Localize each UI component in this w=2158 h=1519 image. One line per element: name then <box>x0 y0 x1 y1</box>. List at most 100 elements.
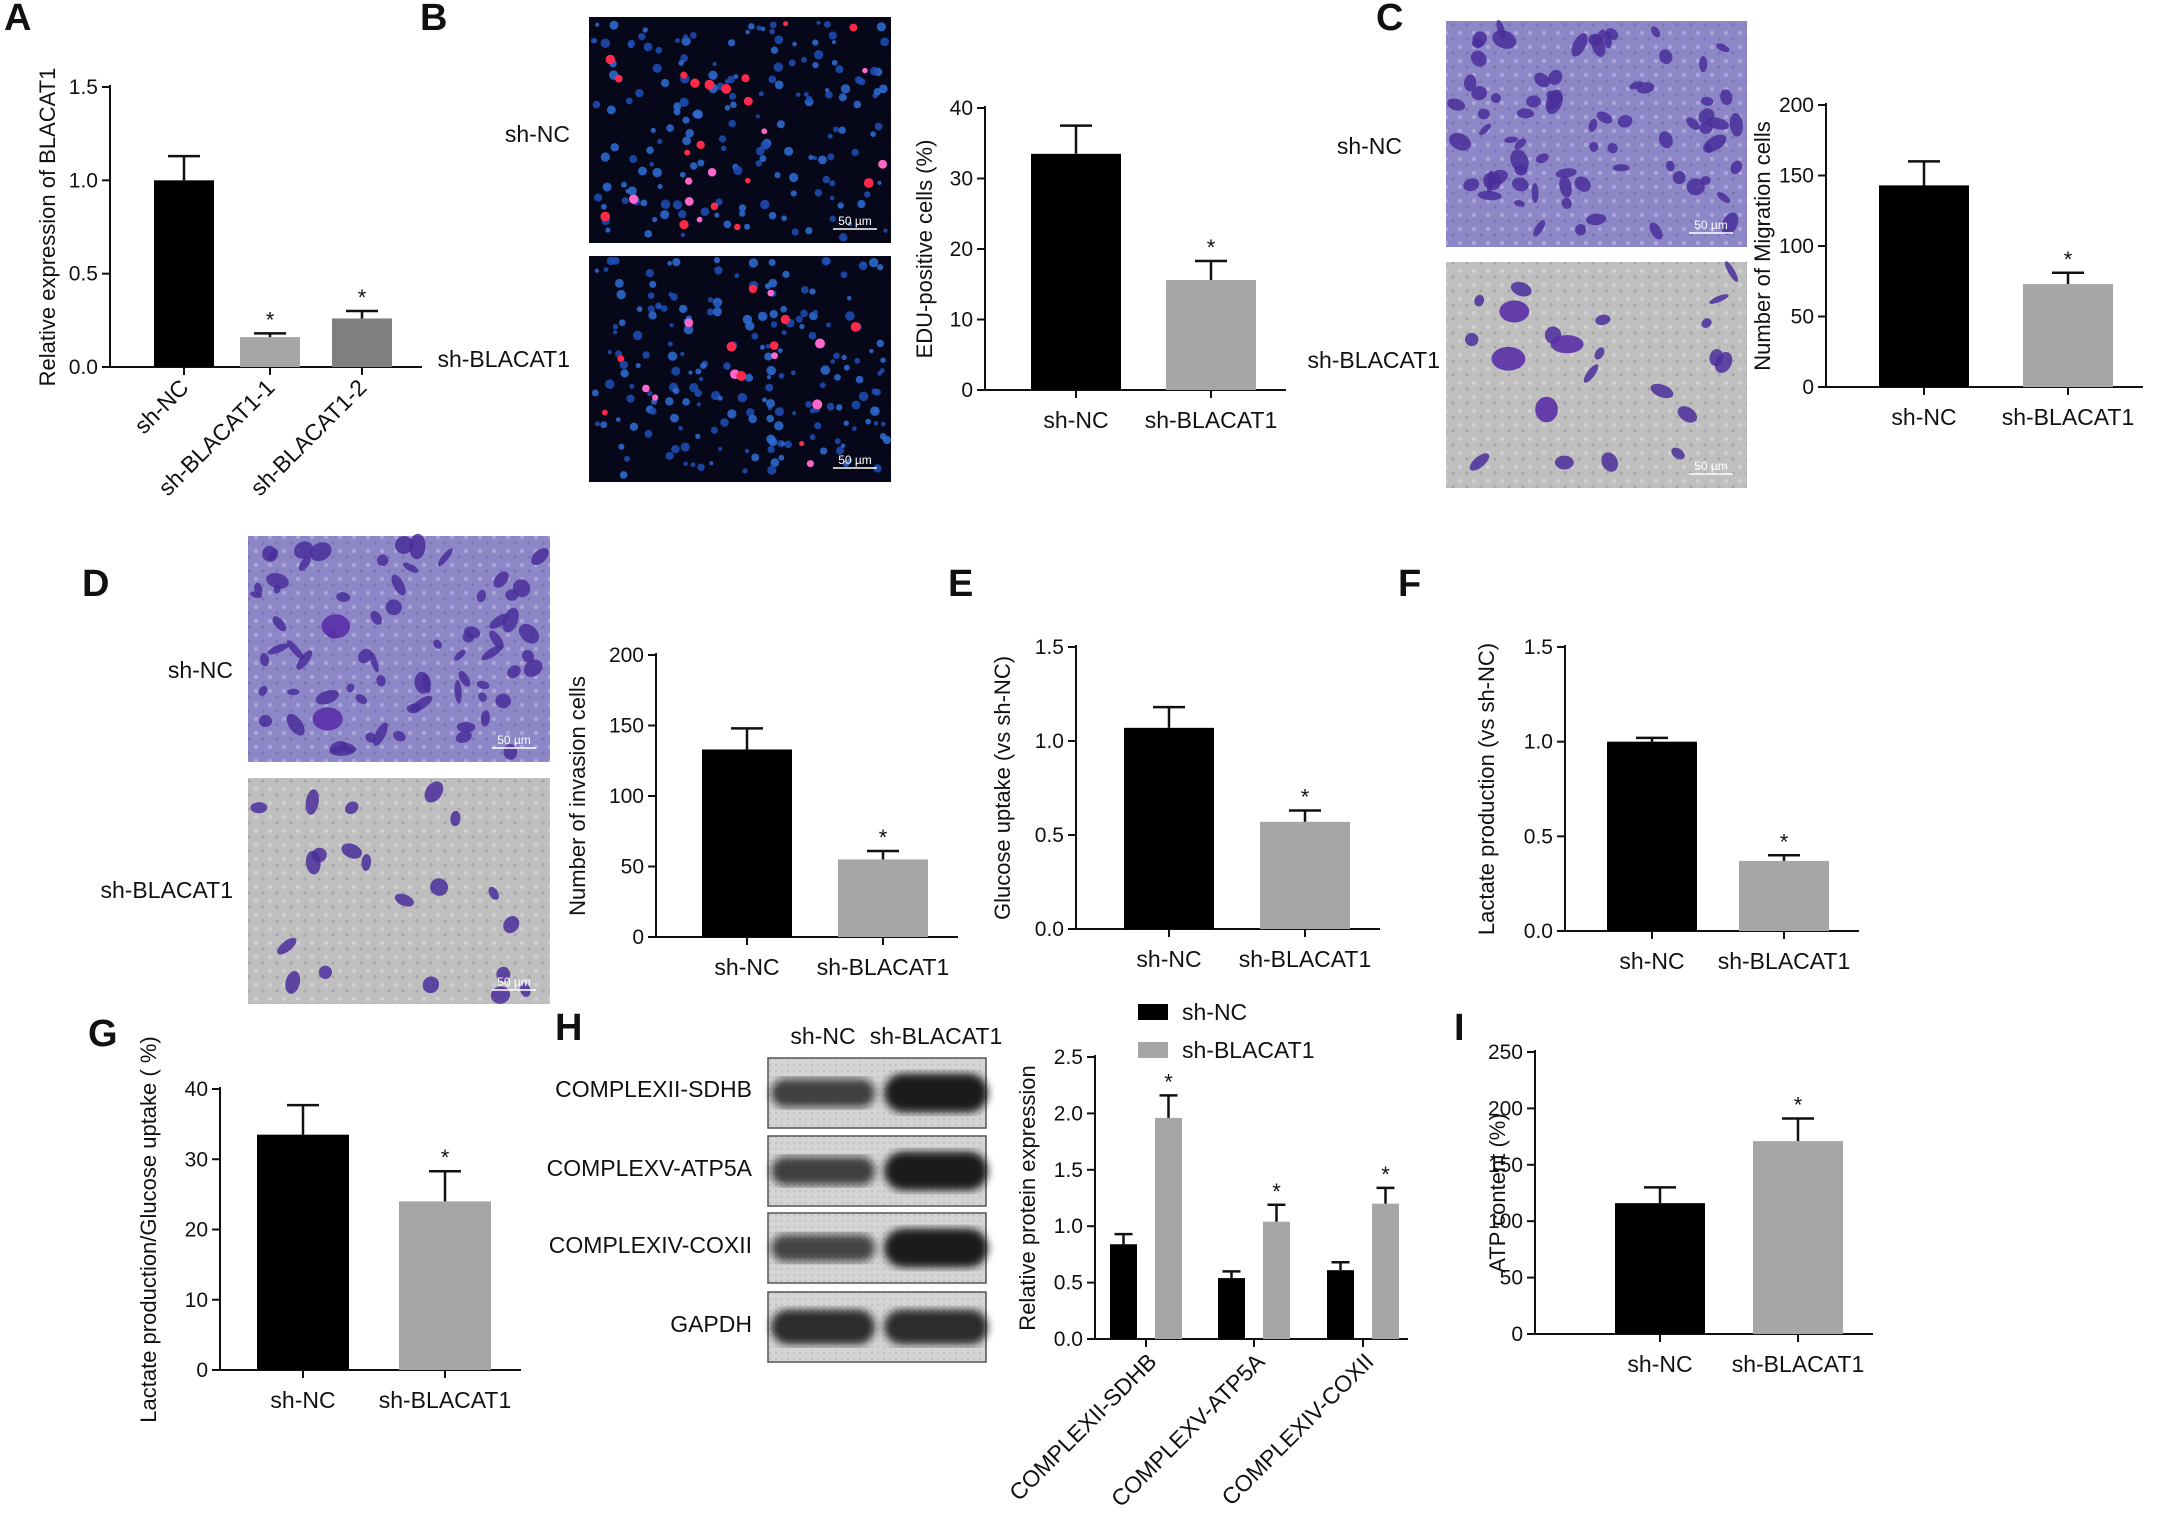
nucleus-dapi <box>869 348 874 354</box>
stained-cell <box>489 613 510 629</box>
bar-sh-nc-complexiv-coxii <box>1327 1270 1354 1339</box>
nucleus-dapi <box>738 204 747 212</box>
nucleus-edu <box>707 167 717 177</box>
legend-swatch-sh-blacat1 <box>1138 1042 1168 1058</box>
stained-cell <box>258 685 268 696</box>
stained-cell <box>450 810 461 827</box>
stained-cell <box>1588 118 1598 132</box>
nucleus-edu <box>769 341 779 350</box>
nucleus-dapi <box>883 228 888 233</box>
nucleus-dapi <box>720 145 727 152</box>
stained-cell <box>1575 223 1587 236</box>
nucleus-dapi <box>668 292 673 297</box>
nucleus-dapi <box>714 212 720 218</box>
nucleus-dapi <box>671 444 680 454</box>
nucleus-dapi <box>680 442 690 452</box>
nucleus-edu <box>862 67 868 74</box>
stained-cell <box>376 674 386 687</box>
stained-cell <box>1686 178 1705 196</box>
nucleus-dapi <box>616 417 621 422</box>
nucleus-dapi <box>638 33 646 41</box>
stained-cell <box>531 547 549 566</box>
blot-lane-label-sh-nc: sh-NC <box>790 1023 855 1049</box>
nucleus-dapi <box>812 39 819 46</box>
scale-bar-label: 50 µm <box>497 733 531 747</box>
nucleus-dapi <box>640 199 648 207</box>
nucleus-dapi <box>600 38 611 48</box>
stained-cell <box>344 801 359 815</box>
stained-cell <box>1449 132 1471 151</box>
nucleus-dapi <box>697 159 705 167</box>
nucleus-dapi <box>612 323 619 330</box>
nucleus-edu <box>767 289 775 297</box>
nucleus-dapi <box>629 422 639 431</box>
nucleus-dapi <box>818 155 827 165</box>
nucleus-dapi <box>766 365 776 376</box>
nucleus-dapi <box>829 195 835 201</box>
micrograph-d-top-label: sh-NC <box>168 657 233 683</box>
stained-cell <box>1617 114 1633 128</box>
stained-cell <box>272 616 287 632</box>
stained-cell <box>489 630 504 650</box>
nucleus-dapi <box>791 228 799 236</box>
nucleus-dapi <box>667 341 673 347</box>
nucleus-dapi <box>665 397 674 406</box>
nucleus-dapi <box>670 413 679 423</box>
y-tick-label: 1.0 <box>1054 1215 1083 1238</box>
nucleus-dapi <box>800 56 807 63</box>
nucleus-dapi <box>774 421 784 431</box>
blot-band-complexv-atp5a <box>884 1151 988 1191</box>
nucleus-dapi <box>781 441 786 446</box>
nucleus-dapi <box>678 425 683 431</box>
nucleus-edu <box>863 178 874 188</box>
blot-band-complexiv-coxii <box>771 1234 875 1262</box>
stained-cell <box>1559 175 1572 198</box>
nucleus-dapi <box>833 126 839 133</box>
nucleus-dapi <box>594 268 600 273</box>
nucleus-dapi <box>600 421 608 429</box>
nucleus-dapi <box>880 421 886 427</box>
bar-sh-nc <box>1615 1203 1705 1334</box>
stained-cell-cluster <box>312 707 343 731</box>
y-tick-label: 10 <box>185 1289 208 1312</box>
nucleus-dapi <box>621 197 629 205</box>
nucleus-dapi <box>744 223 751 230</box>
nucleus-dapi <box>876 339 885 348</box>
nucleus-dapi <box>679 97 689 107</box>
stained-cell <box>1574 176 1591 192</box>
nucleus-dapi <box>695 368 702 375</box>
nucleus-dapi <box>792 41 797 47</box>
x-tick-label-sh-blacat1: sh-BLACAT1 <box>1239 946 1372 972</box>
nucleus-dapi <box>680 232 686 238</box>
nucleus-edu <box>696 216 703 223</box>
chart-blacat1-expression: 0.0 0.5 1.0 1.5 Relative expression of BLACA… <box>35 68 422 501</box>
stained-cell <box>1510 281 1532 297</box>
nucleus-dapi <box>858 78 866 86</box>
nucleus-dapi <box>770 46 779 54</box>
nucleus-dapi <box>766 414 775 423</box>
nucleus-dapi <box>620 369 629 378</box>
nucleus-dapi <box>764 283 771 290</box>
nucleus-dapi <box>672 387 680 395</box>
nucleus-dapi <box>616 289 626 300</box>
nucleus-dapi <box>629 383 635 389</box>
nucleus-dapi <box>723 362 731 370</box>
stained-cell <box>1496 19 1506 39</box>
nucleus-dapi <box>647 305 655 313</box>
significance-mark: * <box>1780 829 1789 854</box>
nucleus-dapi <box>638 166 647 176</box>
nucleus-dapi <box>880 37 890 47</box>
nucleus-dapi <box>774 35 784 45</box>
stained-cell-cluster <box>321 614 351 639</box>
stained-cell <box>370 611 383 625</box>
nucleus-dapi <box>610 143 619 152</box>
nucleus-edu <box>684 318 694 328</box>
blot-band-complexiv-coxii <box>884 1228 988 1268</box>
stained-cell <box>1724 261 1739 282</box>
scale-bar-label: 50 µm <box>1694 218 1728 232</box>
y-tick-label: 0.5 <box>1054 1272 1083 1295</box>
nucleus-edu <box>690 78 700 88</box>
blot-row-label-gapdh: GAPDH <box>670 1311 752 1337</box>
nucleus-edu <box>783 21 789 27</box>
nucleus-dapi <box>840 443 846 448</box>
